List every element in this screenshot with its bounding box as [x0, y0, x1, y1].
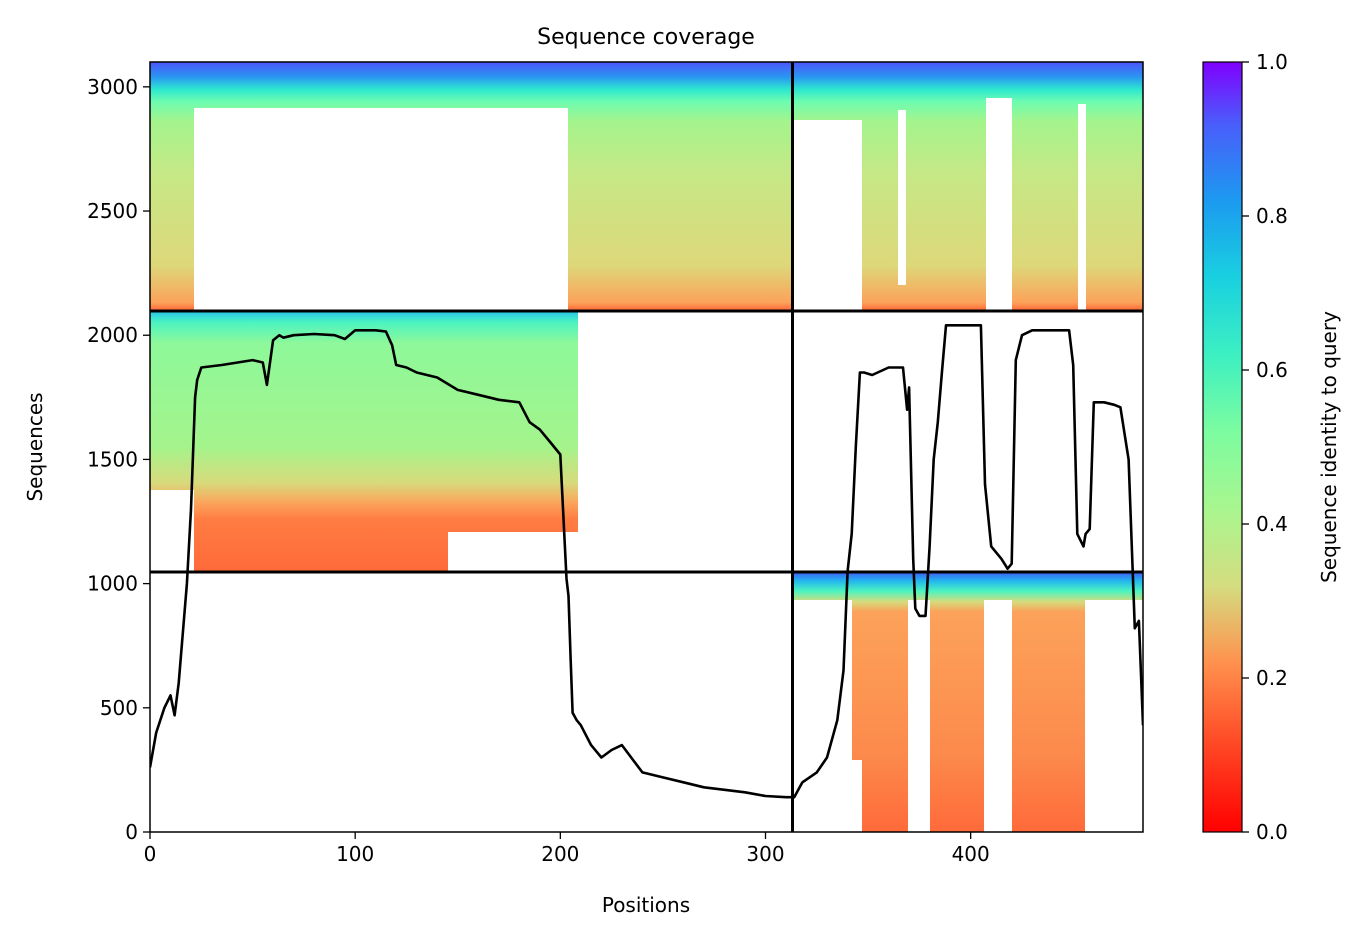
- colorbar-tick-label: 0.8: [1256, 204, 1288, 228]
- y-tick-label: 3000: [87, 75, 138, 99]
- colorbar-label: Sequence identity to query: [1317, 311, 1341, 583]
- colorbar-tick-label: 0.4: [1256, 512, 1288, 536]
- colorbar: [1202, 61, 1243, 833]
- y-tick-label: 2000: [87, 323, 138, 347]
- coverage-line-layer: [150, 323, 1143, 799]
- x-tick-label: 100: [336, 842, 374, 866]
- heat-gap-ur-1: [898, 110, 906, 285]
- heat-gap-lr-2: [984, 600, 1012, 832]
- colorbar-ticks: 0.0 0.2 0.4 0.6 0.8 1.0: [1242, 50, 1288, 844]
- y-tick-label: 1000: [87, 572, 138, 596]
- coverage-heatmap: [150, 62, 1143, 832]
- heat-block-lower-right: [794, 573, 1143, 832]
- heat-gap-lr-1: [908, 600, 930, 832]
- y-tick-label: 500: [100, 696, 138, 720]
- y-tick-label: 0: [125, 820, 138, 844]
- heat-gap-ur-2: [986, 98, 1012, 310]
- colorbar-tick-label: 1.0: [1256, 50, 1288, 74]
- heat-gap-ur-3: [1078, 104, 1086, 310]
- block-dividers: [150, 62, 1143, 832]
- colorbar-tick-label: 0.6: [1256, 358, 1288, 382]
- y-axis-label: Sequences: [23, 392, 47, 501]
- plot-frame: [149, 61, 1144, 833]
- x-tick-label: 0: [144, 842, 157, 866]
- heat-block-upper-left: [150, 62, 792, 310]
- colorbar-tick-label: 0.2: [1256, 666, 1288, 690]
- heat-block-upper-right: [794, 62, 1143, 310]
- x-tick-label: 200: [541, 842, 579, 866]
- colorbar-tick-label: 0.0: [1256, 820, 1288, 844]
- heat-gap-lr-3: [1090, 600, 1140, 720]
- x-axis-label: Positions: [602, 893, 690, 917]
- chart-title: Sequence coverage: [537, 25, 755, 50]
- y-axis-ticks: 0 500 1000 1500 2000 2500 3000: [87, 75, 150, 844]
- x-tick-label: 300: [746, 842, 784, 866]
- x-tick-label: 400: [952, 842, 990, 866]
- coverage-line: [150, 323, 1143, 799]
- x-axis-ticks: 0 100 200 300 400: [144, 832, 990, 866]
- y-tick-label: 2500: [87, 199, 138, 223]
- heat-block-middle-left: [150, 312, 578, 571]
- y-tick-label: 1500: [87, 447, 138, 471]
- heat-block-upper-left-left-strip: [150, 62, 194, 310]
